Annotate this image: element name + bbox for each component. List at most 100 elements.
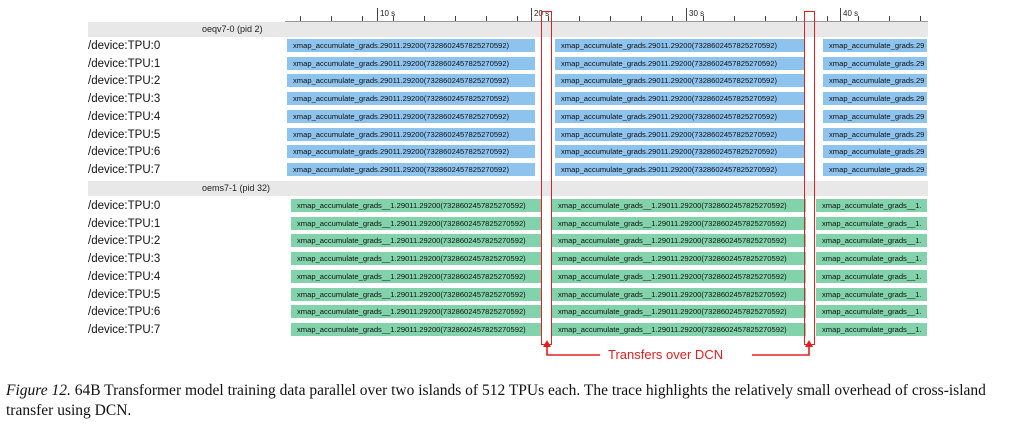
trace-slice[interactable]: xmap_accumulate_grads.29 [823,39,927,52]
trace-slice[interactable]: xmap_accumulate_grads__1.29011.29200(732… [552,199,806,212]
minor-tick [703,16,704,21]
trace-slice[interactable]: xmap_accumulate_grads.29011.29200(732860… [555,39,805,52]
device-track-label: /device:TPU:7 [88,323,161,336]
arrow-right-line [752,344,810,356]
device-track-label: /device:TPU:3 [88,93,161,106]
trace-slice[interactable]: xmap_accumulate_grads__1.29011.29200(732… [291,252,541,266]
figure-caption: Figure 12. 64B Transformer model trainin… [6,381,1021,421]
caption-text: 64B Transformer model training data para… [6,382,986,419]
device-track-label: /device:TPU:2 [88,75,161,88]
trace-slice[interactable]: xmap_accumulate_grads.29011.29200(732860… [555,56,805,70]
time-tick-label: 10 s [380,9,396,18]
time-axis-line [285,21,928,22]
time-tick [840,8,841,21]
time-tick [531,8,532,21]
minor-tick [486,16,487,21]
device-track-label: /device:TPU:5 [88,288,161,301]
device-track-label: /device:TPU:1 [88,217,161,230]
minor-tick [641,16,642,21]
device-track-label: /device:TPU:0 [88,200,161,212]
trace-slice[interactable]: xmap_accumulate_grads__1.29011.29200(732… [291,199,541,212]
trace-slice[interactable]: xmap_accumulate_grads__1.29011.29200(732… [291,305,541,319]
minor-tick [765,16,766,21]
figure-label: Figure 12. [6,382,71,399]
minor-tick [548,16,549,21]
device-track-label: /device:TPU:4 [88,270,161,283]
trace-slice[interactable]: xmap_accumulate_grads.29011.29200(732860… [287,127,535,141]
minor-tick [889,16,890,21]
trace-slice[interactable]: xmap_accumulate_grads__1. [816,287,927,301]
device-track-label: /device:TPU:5 [88,128,161,141]
trace-slice[interactable]: xmap_accumulate_grads__1.29011.29200(732… [291,287,541,301]
dcn-transfer-highlight [804,11,815,345]
trace-slice[interactable]: xmap_accumulate_grads.29011.29200(732860… [555,127,805,141]
trace-slice[interactable]: xmap_accumulate_grads.29 [823,74,927,88]
device-track-label: /device:TPU:2 [88,235,161,248]
trace-slice[interactable]: xmap_accumulate_grads__1.29011.29200(732… [552,305,806,319]
trace-slice[interactable]: xmap_accumulate_grads__1.29011.29200(732… [552,234,806,248]
trace-viewer: 10 s 20 s 30 s 40 s oeqv7-0 (pid 2)/device:T… [88,8,928,345]
trace-slice[interactable]: xmap_accumulate_grads__1. [816,234,927,248]
trace-slice[interactable]: xmap_accumulate_grads__1.29011.29200(732… [552,216,806,230]
trace-slice[interactable]: xmap_accumulate_grads__1. [816,252,927,266]
trace-slice[interactable]: xmap_accumulate_grads.29011.29200(732860… [287,39,535,52]
device-track-label: /device:TPU:3 [88,253,161,266]
minor-tick [672,16,673,21]
device-track-label: /device:TPU:4 [88,110,161,123]
time-tick [377,8,378,21]
trace-slice[interactable]: xmap_accumulate_grads__1.29011.29200(732… [552,252,806,266]
process-header[interactable]: oeqv7-0 (pid 2) [88,22,928,37]
minor-tick [579,16,580,21]
trace-slice[interactable]: xmap_accumulate_grads__1. [816,305,927,319]
trace-slice[interactable]: xmap_accumulate_grads.29 [823,56,927,70]
trace-slice[interactable]: xmap_accumulate_grads__1.29011.29200(732… [291,234,541,248]
trace-slice[interactable]: xmap_accumulate_grads__1.29011.29200(732… [291,216,541,230]
minor-tick [796,16,797,21]
trace-slice[interactable]: xmap_accumulate_grads.29011.29200(732860… [287,109,535,123]
trace-slice[interactable]: xmap_accumulate_grads.29011.29200(732860… [555,162,805,176]
trace-slice[interactable]: xmap_accumulate_grads.29 [823,109,927,123]
trace-slice[interactable]: xmap_accumulate_grads.29011.29200(732860… [555,145,805,159]
trace-slice[interactable]: xmap_accumulate_grads__1. [816,216,927,230]
minor-tick [734,16,735,21]
time-tick-label: 40 s [843,9,859,18]
time-tick [686,8,687,21]
minor-tick [517,16,518,21]
trace-slice[interactable]: xmap_accumulate_grads__1.29011.29200(732… [552,269,806,283]
device-track-label: /device:TPU:0 [88,40,161,52]
device-track-label: /device:TPU:7 [88,163,161,176]
trace-slice[interactable]: xmap_accumulate_grads__1.29011.29200(732… [552,322,806,336]
process-header[interactable]: oems7-1 (pid 32) [88,181,928,196]
trace-slice[interactable]: xmap_accumulate_grads.29011.29200(732860… [555,92,805,106]
minor-tick [455,16,456,21]
trace-slice[interactable]: xmap_accumulate_grads__1. [816,322,927,336]
device-track-label: /device:TPU:1 [88,57,161,70]
trace-slice[interactable]: xmap_accumulate_grads.29011.29200(732860… [287,162,535,176]
minor-tick [424,16,425,21]
minor-tick [362,16,363,21]
trace-slice[interactable]: xmap_accumulate_grads.29011.29200(732860… [287,74,535,88]
minor-tick [827,16,828,21]
trace-slice[interactable]: xmap_accumulate_grads.29011.29200(732860… [555,109,805,123]
minor-tick [331,16,332,21]
trace-slice[interactable]: xmap_accumulate_grads.29011.29200(732860… [555,74,805,88]
trace-slice[interactable]: xmap_accumulate_grads__1. [816,199,927,212]
trace-slice[interactable]: xmap_accumulate_grads.29011.29200(732860… [287,92,535,106]
trace-slice[interactable]: xmap_accumulate_grads.29 [823,127,927,141]
trace-slice[interactable]: xmap_accumulate_grads.29 [823,145,927,159]
trace-slice[interactable]: xmap_accumulate_grads__1.29011.29200(732… [552,287,806,301]
minor-tick [858,16,859,21]
trace-slice[interactable]: xmap_accumulate_grads.29 [823,162,927,176]
process-header-label: oems7-1 (pid 32) [202,183,271,193]
trace-slice[interactable]: xmap_accumulate_grads.29011.29200(732860… [287,145,535,159]
dcn-annotation-label: Transfers over DCN [608,347,724,362]
device-track-label: /device:TPU:6 [88,306,161,319]
trace-slice[interactable]: xmap_accumulate_grads.29 [823,92,927,106]
time-tick-label: 30 s [689,9,705,18]
trace-slice[interactable]: xmap_accumulate_grads__1.29011.29200(732… [291,322,541,336]
device-track-label: /device:TPU:6 [88,146,161,159]
minor-tick [300,16,301,21]
trace-slice[interactable]: xmap_accumulate_grads__1. [816,269,927,283]
trace-slice[interactable]: xmap_accumulate_grads__1.29011.29200(732… [291,269,541,283]
trace-slice[interactable]: xmap_accumulate_grads.29011.29200(732860… [287,56,535,70]
